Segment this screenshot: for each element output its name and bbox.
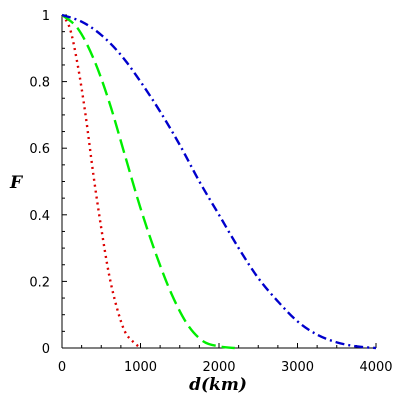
- series-layer: [60, 13, 377, 350]
- y-axis-title: F: [9, 173, 24, 193]
- x-tick-label: 1000: [124, 360, 157, 375]
- x-tick-label: 3000: [281, 360, 314, 375]
- x-axis-ticks: 0 1000 2000 3000 4000: [58, 343, 393, 375]
- y-axis-ticks: 0 0.2 0.4 0.6 0.8 1: [29, 9, 67, 357]
- y-tick-label: 1: [42, 9, 50, 24]
- y-tick-label: 0.4: [29, 209, 50, 224]
- x-tick-label: 4000: [359, 360, 392, 375]
- chart-axes: [61, 15, 376, 349]
- y-tick-label: 0.2: [29, 275, 50, 290]
- series-line-3: [61, 13, 377, 350]
- x-tick-label: 2000: [202, 360, 235, 375]
- y-tick-label: 0: [42, 342, 50, 357]
- series-line-1: [60, 14, 142, 349]
- series-line-2: [61, 14, 235, 350]
- x-axis-title: d(km): [189, 375, 247, 395]
- x-tick-label: 0: [58, 360, 66, 375]
- y-tick-label: 0.6: [29, 142, 50, 157]
- y-tick-label: 0.8: [29, 76, 50, 91]
